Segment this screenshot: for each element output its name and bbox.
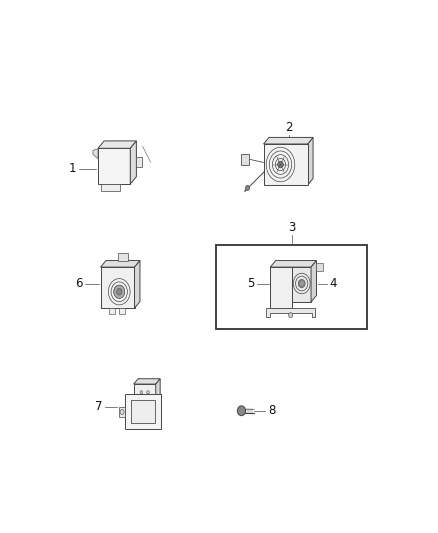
Polygon shape (109, 308, 115, 314)
Polygon shape (134, 379, 160, 384)
Polygon shape (134, 384, 156, 400)
Polygon shape (266, 308, 315, 317)
Text: 2: 2 (285, 121, 293, 134)
Polygon shape (101, 267, 134, 308)
Text: 7: 7 (95, 400, 103, 413)
Circle shape (147, 391, 149, 394)
Circle shape (140, 391, 143, 394)
Polygon shape (130, 141, 136, 184)
Polygon shape (131, 400, 155, 423)
Polygon shape (101, 261, 140, 267)
Polygon shape (119, 308, 125, 314)
Text: 5: 5 (247, 277, 254, 290)
Text: 1: 1 (69, 162, 77, 175)
Circle shape (246, 185, 250, 190)
Polygon shape (98, 141, 136, 148)
Polygon shape (241, 154, 249, 165)
Polygon shape (136, 157, 142, 166)
Polygon shape (102, 184, 120, 191)
Polygon shape (270, 261, 317, 267)
Polygon shape (293, 267, 311, 302)
Polygon shape (156, 379, 160, 400)
Polygon shape (264, 144, 307, 185)
Polygon shape (307, 138, 313, 185)
Polygon shape (317, 263, 323, 271)
Text: 6: 6 (75, 277, 83, 290)
Polygon shape (98, 148, 130, 184)
Text: 3: 3 (288, 221, 295, 235)
Circle shape (289, 313, 293, 318)
Circle shape (278, 161, 283, 168)
Polygon shape (118, 253, 128, 261)
Circle shape (117, 288, 122, 295)
Bar (216, 245, 367, 329)
Polygon shape (270, 267, 293, 308)
Circle shape (120, 409, 124, 415)
Circle shape (299, 280, 304, 287)
Circle shape (114, 285, 125, 298)
Polygon shape (93, 149, 98, 158)
Text: 8: 8 (268, 404, 276, 417)
Polygon shape (119, 407, 125, 417)
Polygon shape (125, 394, 161, 429)
Polygon shape (134, 261, 140, 308)
Text: 4: 4 (329, 277, 337, 290)
Polygon shape (264, 138, 313, 144)
Circle shape (237, 406, 246, 416)
Polygon shape (311, 261, 317, 302)
